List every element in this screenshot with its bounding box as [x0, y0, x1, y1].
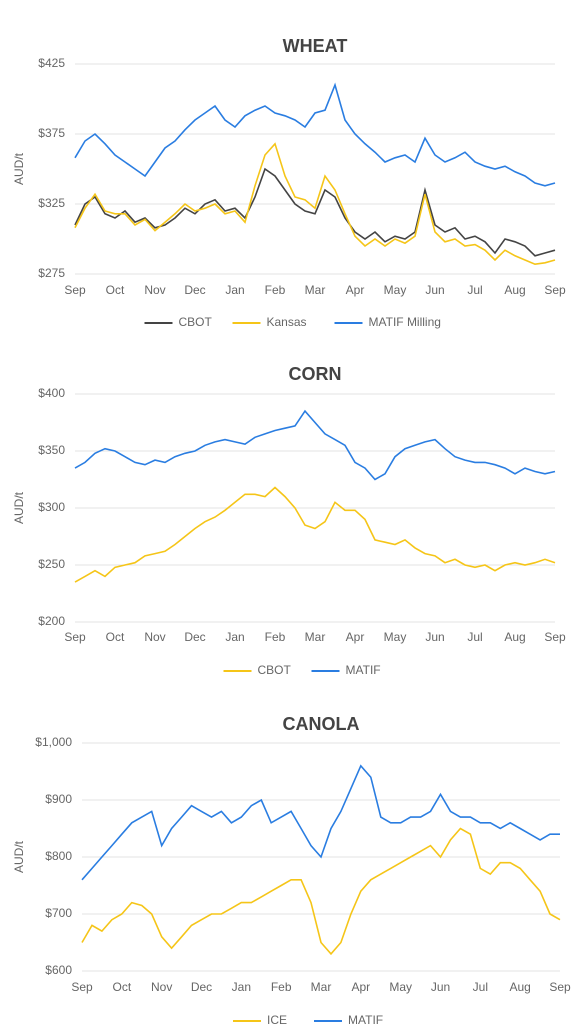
legend-label: CBOT: [258, 663, 292, 677]
x-tick-label: Jan: [232, 980, 251, 994]
x-tick-label: May: [384, 630, 407, 644]
y-tick-label: $275: [38, 266, 65, 280]
y-tick-label: $400: [38, 386, 65, 400]
x-tick-label: Aug: [504, 283, 525, 297]
y-tick-label: $700: [45, 906, 72, 920]
chart-title: WHEAT: [283, 36, 348, 56]
x-tick-label: Jan: [225, 630, 244, 644]
x-tick-label: Feb: [265, 283, 286, 297]
x-tick-label: Dec: [184, 283, 205, 297]
x-tick-label: Sep: [71, 980, 93, 994]
y-tick-label: $350: [38, 443, 65, 457]
line-series: [74, 409, 556, 481]
legend-label: Kansas: [267, 315, 307, 329]
y-tick-label: $250: [38, 557, 65, 571]
x-tick-label: Aug: [509, 980, 530, 994]
x-tick-label: Sep: [64, 630, 86, 644]
x-tick-label: Aug: [504, 630, 525, 644]
x-tick-label: Oct: [106, 630, 125, 644]
chart-title: CORN: [289, 364, 342, 384]
legend-label: MATIF: [348, 1013, 383, 1027]
y-tick-label: $200: [38, 614, 65, 628]
chart-title: CANOLA: [283, 714, 360, 734]
x-tick-label: Jul: [467, 630, 482, 644]
x-tick-label: Jan: [225, 283, 244, 297]
line-series: [74, 167, 556, 257]
x-tick-label: Jun: [431, 980, 450, 994]
x-tick-label: Mar: [305, 283, 326, 297]
legend-label: CBOT: [179, 315, 213, 329]
line-series: [74, 142, 556, 266]
y-tick-label: $600: [45, 963, 72, 977]
x-tick-label: Dec: [184, 630, 205, 644]
x-tick-label: Feb: [265, 630, 286, 644]
x-tick-label: Apr: [346, 630, 365, 644]
y-axis-label: AUD/t: [12, 152, 26, 185]
x-tick-label: Jun: [425, 630, 444, 644]
x-tick-label: Apr: [351, 980, 370, 994]
x-tick-label: Jul: [467, 283, 482, 297]
line-series: [74, 82, 556, 187]
x-tick-label: Sep: [544, 630, 566, 644]
x-tick-label: Mar: [305, 630, 326, 644]
y-tick-label: $425: [38, 56, 65, 70]
y-axis-label: AUD/t: [12, 840, 26, 873]
line-series: [81, 764, 560, 881]
legend-label: MATIF Milling: [369, 315, 441, 329]
legend-label: MATIF: [346, 663, 381, 677]
x-tick-label: Oct: [106, 283, 125, 297]
line-series: [74, 486, 556, 583]
legend-label: ICE: [267, 1013, 287, 1027]
x-tick-label: Sep: [544, 283, 566, 297]
x-tick-label: Nov: [144, 630, 165, 644]
x-tick-label: Feb: [271, 980, 292, 994]
x-tick-label: Mar: [311, 980, 332, 994]
y-tick-label: $800: [45, 849, 72, 863]
x-tick-label: Oct: [112, 980, 131, 994]
x-tick-label: Jun: [425, 283, 444, 297]
x-tick-label: Apr: [346, 283, 365, 297]
x-tick-label: Sep: [64, 283, 86, 297]
y-tick-label: $325: [38, 196, 65, 210]
x-tick-label: May: [389, 980, 412, 994]
line-series: [81, 827, 561, 956]
x-tick-label: Sep: [549, 980, 571, 994]
x-tick-label: Dec: [191, 980, 212, 994]
y-tick-label: $900: [45, 792, 72, 806]
y-tick-label: $300: [38, 500, 65, 514]
x-tick-label: Nov: [144, 283, 165, 297]
y-tick-label: $375: [38, 126, 65, 140]
y-tick-label: $1,000: [35, 735, 72, 749]
x-tick-label: Jul: [473, 980, 488, 994]
x-tick-label: Nov: [151, 980, 172, 994]
y-axis-label: AUD/t: [12, 491, 26, 524]
x-tick-label: May: [384, 283, 407, 297]
